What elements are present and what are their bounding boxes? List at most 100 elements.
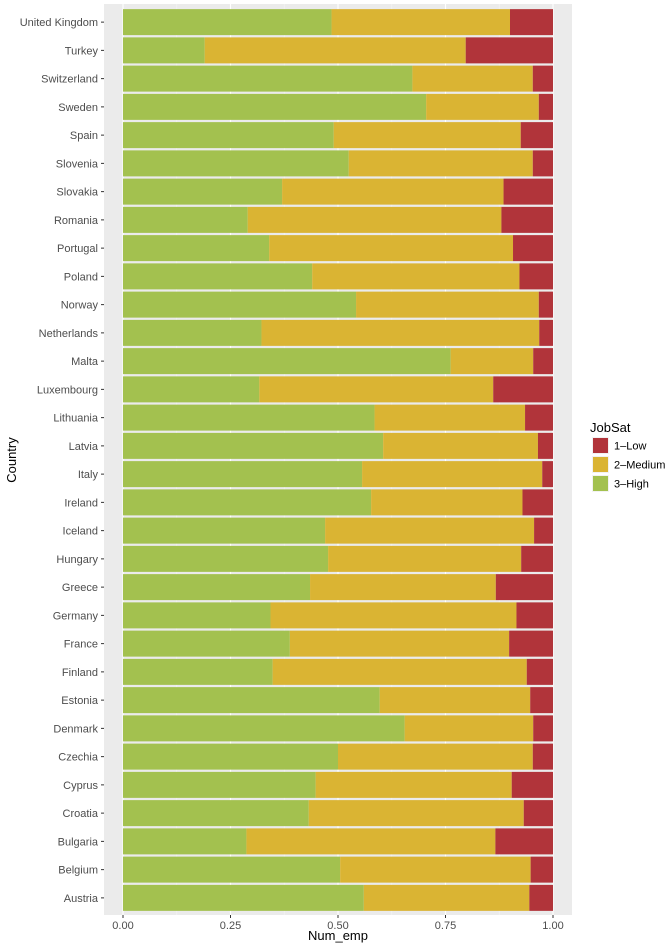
- bar-netherlands-2-medium: [261, 319, 540, 346]
- bar-denmark-2-medium: [404, 715, 534, 742]
- bar-finland-2-medium: [272, 658, 527, 685]
- y-tick-label: Portugal: [57, 243, 98, 255]
- bar-latvia-3-high: [123, 432, 384, 459]
- bar-estonia-2-medium: [379, 687, 531, 714]
- bar-slovenia-1-low: [532, 150, 553, 177]
- bar-france-2-medium: [289, 630, 510, 657]
- legend-swatch-3-high: [593, 476, 608, 491]
- y-axis-title: Country: [4, 437, 19, 483]
- y-tick-label: United Kingdom: [20, 17, 98, 29]
- bar-latvia-1-low: [537, 432, 553, 459]
- bar-slovakia-3-high: [123, 178, 283, 205]
- y-axis: United Kingdom Turkey Switzerland Sweden Spa…: [20, 17, 104, 905]
- x-tick-label: 1.00: [542, 920, 563, 932]
- y-tick-label: Netherlands: [39, 328, 99, 340]
- bar-france-1-low: [509, 630, 553, 657]
- x-tick-label: 0.00: [112, 920, 133, 932]
- y-tick-label: Austria: [64, 893, 99, 905]
- y-tick-label: Slovakia: [56, 187, 98, 199]
- legend-label-2-medium: 2–Medium: [614, 460, 665, 472]
- bar-belgium-3-high: [123, 856, 341, 883]
- bar-slovenia-3-high: [123, 150, 349, 177]
- bar-malta-2-medium: [450, 348, 534, 375]
- bar-latvia-2-medium: [383, 432, 538, 459]
- bar-iceland-2-medium: [325, 517, 535, 544]
- bar-switzerland-1-low: [532, 65, 553, 92]
- bar-denmark-1-low: [533, 715, 553, 742]
- bar-ireland-3-high: [123, 489, 372, 516]
- bar-slovakia-2-medium: [282, 178, 504, 205]
- bar-malta-1-low: [533, 348, 553, 375]
- bar-poland-2-medium: [312, 263, 520, 290]
- y-tick-label: Greece: [62, 582, 98, 594]
- y-tick-label: Latvia: [69, 441, 99, 453]
- bar-slovakia-1-low: [503, 178, 553, 205]
- bar-lithuania-3-high: [123, 404, 375, 431]
- legend-label-1-low: 1–Low: [614, 441, 646, 453]
- y-tick-label: Estonia: [61, 695, 99, 707]
- y-tick-label: Bulgaria: [58, 836, 99, 848]
- bar-iceland-3-high: [123, 517, 326, 544]
- bar-hungary-3-high: [123, 545, 329, 572]
- bar-spain-1-low: [520, 122, 553, 149]
- bar-switzerland-3-high: [123, 65, 413, 92]
- bar-spain-3-high: [123, 122, 334, 149]
- bar-czechia-2-medium: [338, 743, 533, 770]
- y-tick-label: Germany: [53, 610, 99, 622]
- bar-austria-2-medium: [363, 884, 530, 911]
- bar-portugal-3-high: [123, 235, 270, 262]
- bar-france-3-high: [123, 630, 290, 657]
- bar-bulgaria-2-medium: [246, 828, 496, 855]
- bar-belgium-1-low: [530, 856, 553, 883]
- y-tick-label: Sweden: [58, 102, 98, 114]
- bar-turkey-1-low: [465, 37, 553, 64]
- bar-italy-1-low: [542, 461, 553, 488]
- y-tick-label: Slovenia: [56, 158, 99, 170]
- bar-turkey-2-medium: [204, 37, 466, 64]
- y-tick-label: Spain: [70, 130, 98, 142]
- y-tick-label: Hungary: [56, 554, 98, 566]
- bar-poland-1-low: [519, 263, 553, 290]
- bar-cyprus-3-high: [123, 771, 316, 798]
- bar-luxembourg-3-high: [123, 376, 260, 403]
- y-tick-label: Lithuania: [53, 413, 99, 425]
- bar-croatia-1-low: [523, 800, 553, 827]
- legend: JobSat 1–Low 2–Medium 3–High: [590, 420, 665, 492]
- bar-romania-1-low: [501, 206, 553, 233]
- y-tick-label: Croatia: [63, 808, 99, 820]
- bar-denmark-3-high: [123, 715, 405, 742]
- legend-swatch-2-medium: [593, 457, 608, 472]
- bar-romania-2-medium: [247, 206, 502, 233]
- bars: [123, 9, 553, 911]
- bar-spain-2-medium: [333, 122, 521, 149]
- bar-bulgaria-1-low: [495, 828, 553, 855]
- bar-netherlands-1-low: [539, 319, 553, 346]
- bar-croatia-2-medium: [308, 800, 524, 827]
- y-tick-label: Ireland: [64, 497, 98, 509]
- y-tick-label: Poland: [64, 271, 98, 283]
- bar-ireland-2-medium: [371, 489, 523, 516]
- y-tick-label: Italy: [78, 469, 99, 481]
- bar-lithuania-2-medium: [374, 404, 526, 431]
- y-tick-label: Finland: [62, 667, 98, 679]
- bar-greece-2-medium: [310, 574, 496, 601]
- bar-malta-3-high: [123, 348, 451, 375]
- bar-germany-3-high: [123, 602, 271, 629]
- bar-finland-3-high: [123, 658, 273, 685]
- bar-italy-3-high: [123, 461, 363, 488]
- bar-romania-3-high: [123, 206, 248, 233]
- bar-czechia-1-low: [532, 743, 553, 770]
- bar-sweden-3-high: [123, 93, 427, 120]
- bar-greece-3-high: [123, 574, 311, 601]
- legend-title: JobSat: [590, 420, 631, 435]
- bar-luxembourg-1-low: [493, 376, 553, 403]
- bar-cyprus-2-medium: [315, 771, 512, 798]
- bar-portugal-2-medium: [269, 235, 514, 262]
- bar-luxembourg-2-medium: [259, 376, 494, 403]
- bar-czechia-3-high: [123, 743, 338, 770]
- bar-bulgaria-3-high: [123, 828, 247, 855]
- x-axis-title: Num_emp: [308, 928, 368, 943]
- y-tick-label: Norway: [61, 300, 99, 312]
- bar-norway-3-high: [123, 291, 357, 318]
